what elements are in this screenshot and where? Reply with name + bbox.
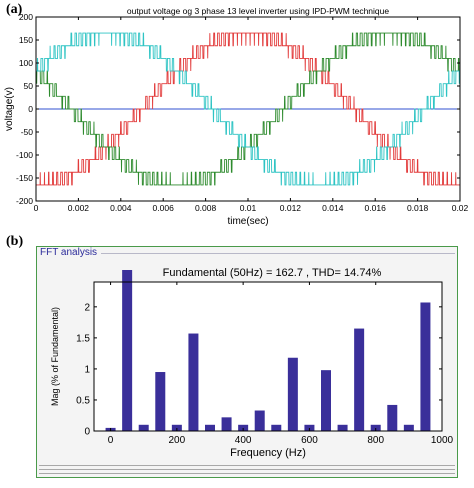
- plot-frame: [93, 281, 443, 432]
- y-tick-label: 150: [19, 35, 33, 45]
- plot-area: [94, 282, 442, 431]
- fft-bar: [370, 424, 381, 431]
- y-axis-label: Mag (% of Fundamental): [50, 307, 60, 406]
- y-tick-label: 2: [84, 302, 90, 313]
- fft-bar: [287, 357, 298, 431]
- fft-header-divider: [101, 253, 455, 254]
- fft-bar: [188, 333, 199, 431]
- x-tick-label: 0: [34, 203, 39, 213]
- y-tick-label: 100: [19, 58, 33, 68]
- fft-window-title: FFT analysis: [40, 247, 98, 258]
- fft-bar: [321, 370, 331, 431]
- y-tick-label: 1.5: [76, 333, 90, 344]
- fft-bar: [238, 424, 249, 431]
- x-axis-label: time(sec): [227, 216, 268, 227]
- fft-footer-line: [39, 473, 455, 474]
- waveform-series-group: [36, 32, 460, 186]
- x-axis-label: Frequency (Hz): [230, 447, 306, 459]
- x-tick-label: 200: [169, 435, 186, 446]
- x-tick-label: 0.008: [195, 203, 217, 213]
- x-tick-label: 0: [108, 435, 114, 446]
- waveform-series-3: [36, 32, 460, 186]
- fft-bar: [205, 424, 215, 431]
- x-tick-label: 0.004: [110, 203, 132, 213]
- x-tick-label: 400: [235, 435, 252, 446]
- chart-title: output voltage og 3 phase 13 level inver…: [127, 6, 390, 16]
- fft-bar: [221, 417, 232, 431]
- fft-bar: [138, 424, 149, 431]
- fft-bar-chart: Fundamental (50Hz) = 162.7 , THD= 14.74%…: [50, 267, 454, 459]
- y-tick-label: 200: [19, 12, 33, 22]
- y-tick-label: 1: [84, 364, 90, 375]
- fft-bar: [171, 424, 182, 431]
- x-tick-label: 0.006: [153, 203, 175, 213]
- y-tick-label: -150: [16, 173, 33, 183]
- x-tick-label: 0.016: [365, 203, 387, 213]
- y-tick-label: 0: [84, 427, 90, 438]
- y-tick-label: -200: [16, 196, 33, 206]
- fft-bar: [155, 372, 166, 431]
- x-tick-label: 0.014: [322, 203, 344, 213]
- y-tick-label: -100: [16, 150, 33, 160]
- panel-a-label: (a): [6, 2, 23, 17]
- x-tick-label: 0.002: [68, 203, 90, 213]
- voltage-waveform-chart: output voltage og 3 phase 13 level inver…: [4, 6, 469, 227]
- y-tick-label: 50: [24, 81, 34, 91]
- fft-bar: [304, 424, 315, 431]
- fft-bar: [337, 424, 348, 431]
- fft-bar: [403, 424, 414, 431]
- fft-bar: [354, 328, 365, 431]
- x-tick-label: 0.01: [240, 203, 257, 213]
- x-tick-label: 0.018: [407, 203, 429, 213]
- y-tick-label: 0: [28, 104, 33, 114]
- fft-chart-title: Fundamental (50Hz) = 162.7 , THD= 14.74%: [163, 267, 382, 279]
- y-axis-label: voltage(v): [4, 87, 15, 131]
- fft-window-header: FFT analysis: [37, 247, 457, 261]
- x-tick-label: 0.012: [280, 203, 302, 213]
- fft-bar: [254, 410, 265, 431]
- fft-bar: [420, 302, 431, 431]
- fft-footer-line: [39, 469, 455, 470]
- fft-footer-line: [39, 465, 455, 466]
- y-tick-label: -50: [21, 127, 34, 137]
- x-tick-label: 600: [301, 435, 318, 446]
- fft-bar: [271, 424, 282, 431]
- panel-b-label: (b): [6, 234, 24, 249]
- x-tick-label: 0.02: [452, 203, 469, 213]
- fft-bars: [105, 270, 431, 431]
- fft-bar: [387, 404, 398, 431]
- fft-bar: [122, 270, 133, 431]
- x-tick-label: 800: [367, 435, 384, 446]
- x-tick-label: 1000: [431, 435, 454, 446]
- y-tick-label: 0.5: [76, 395, 90, 406]
